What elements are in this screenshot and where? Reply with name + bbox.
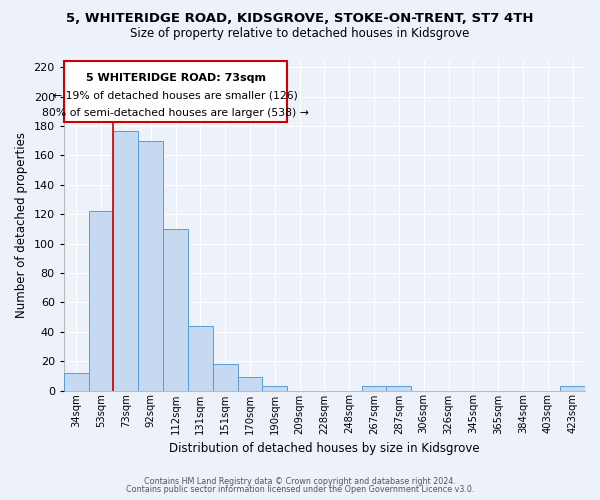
Bar — [188, 326, 213, 390]
Bar — [213, 364, 238, 390]
Bar — [64, 373, 89, 390]
Text: ← 19% of detached houses are smaller (126): ← 19% of detached houses are smaller (12… — [53, 91, 298, 101]
Bar — [138, 141, 163, 390]
Y-axis label: Number of detached properties: Number of detached properties — [15, 132, 28, 318]
X-axis label: Distribution of detached houses by size in Kidsgrove: Distribution of detached houses by size … — [169, 442, 480, 455]
Bar — [362, 386, 386, 390]
Text: Size of property relative to detached houses in Kidsgrove: Size of property relative to detached ho… — [130, 28, 470, 40]
Bar — [238, 378, 262, 390]
Text: 5, WHITERIDGE ROAD, KIDSGROVE, STOKE-ON-TRENT, ST7 4TH: 5, WHITERIDGE ROAD, KIDSGROVE, STOKE-ON-… — [66, 12, 534, 26]
Bar — [560, 386, 585, 390]
Bar — [89, 212, 113, 390]
Text: Contains HM Land Registry data © Crown copyright and database right 2024.: Contains HM Land Registry data © Crown c… — [144, 477, 456, 486]
Bar — [163, 229, 188, 390]
Text: 5 WHITERIDGE ROAD: 73sqm: 5 WHITERIDGE ROAD: 73sqm — [86, 73, 266, 83]
Text: 80% of semi-detached houses are larger (538) →: 80% of semi-detached houses are larger (… — [42, 108, 309, 118]
Bar — [262, 386, 287, 390]
Text: Contains public sector information licensed under the Open Government Licence v3: Contains public sector information licen… — [126, 485, 474, 494]
Bar — [113, 130, 138, 390]
Bar — [386, 386, 411, 390]
FancyBboxPatch shape — [64, 62, 287, 122]
